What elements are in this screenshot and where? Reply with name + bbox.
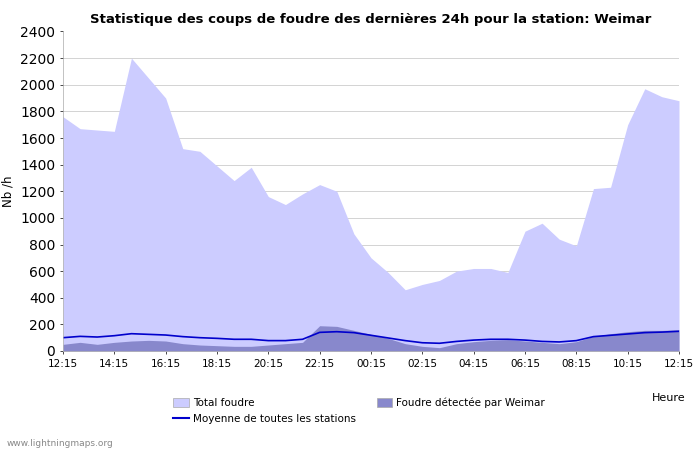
Y-axis label: Nb /h: Nb /h (1, 176, 15, 207)
Text: www.lightningmaps.org: www.lightningmaps.org (7, 439, 113, 448)
Title: Statistique des coups de foudre des dernières 24h pour la station: Weimar: Statistique des coups de foudre des dern… (90, 13, 652, 26)
Legend: Total foudre, Moyenne de toutes les stations, Foudre détectée par Weimar: Total foudre, Moyenne de toutes les stat… (173, 398, 545, 424)
Text: Heure: Heure (652, 392, 685, 403)
